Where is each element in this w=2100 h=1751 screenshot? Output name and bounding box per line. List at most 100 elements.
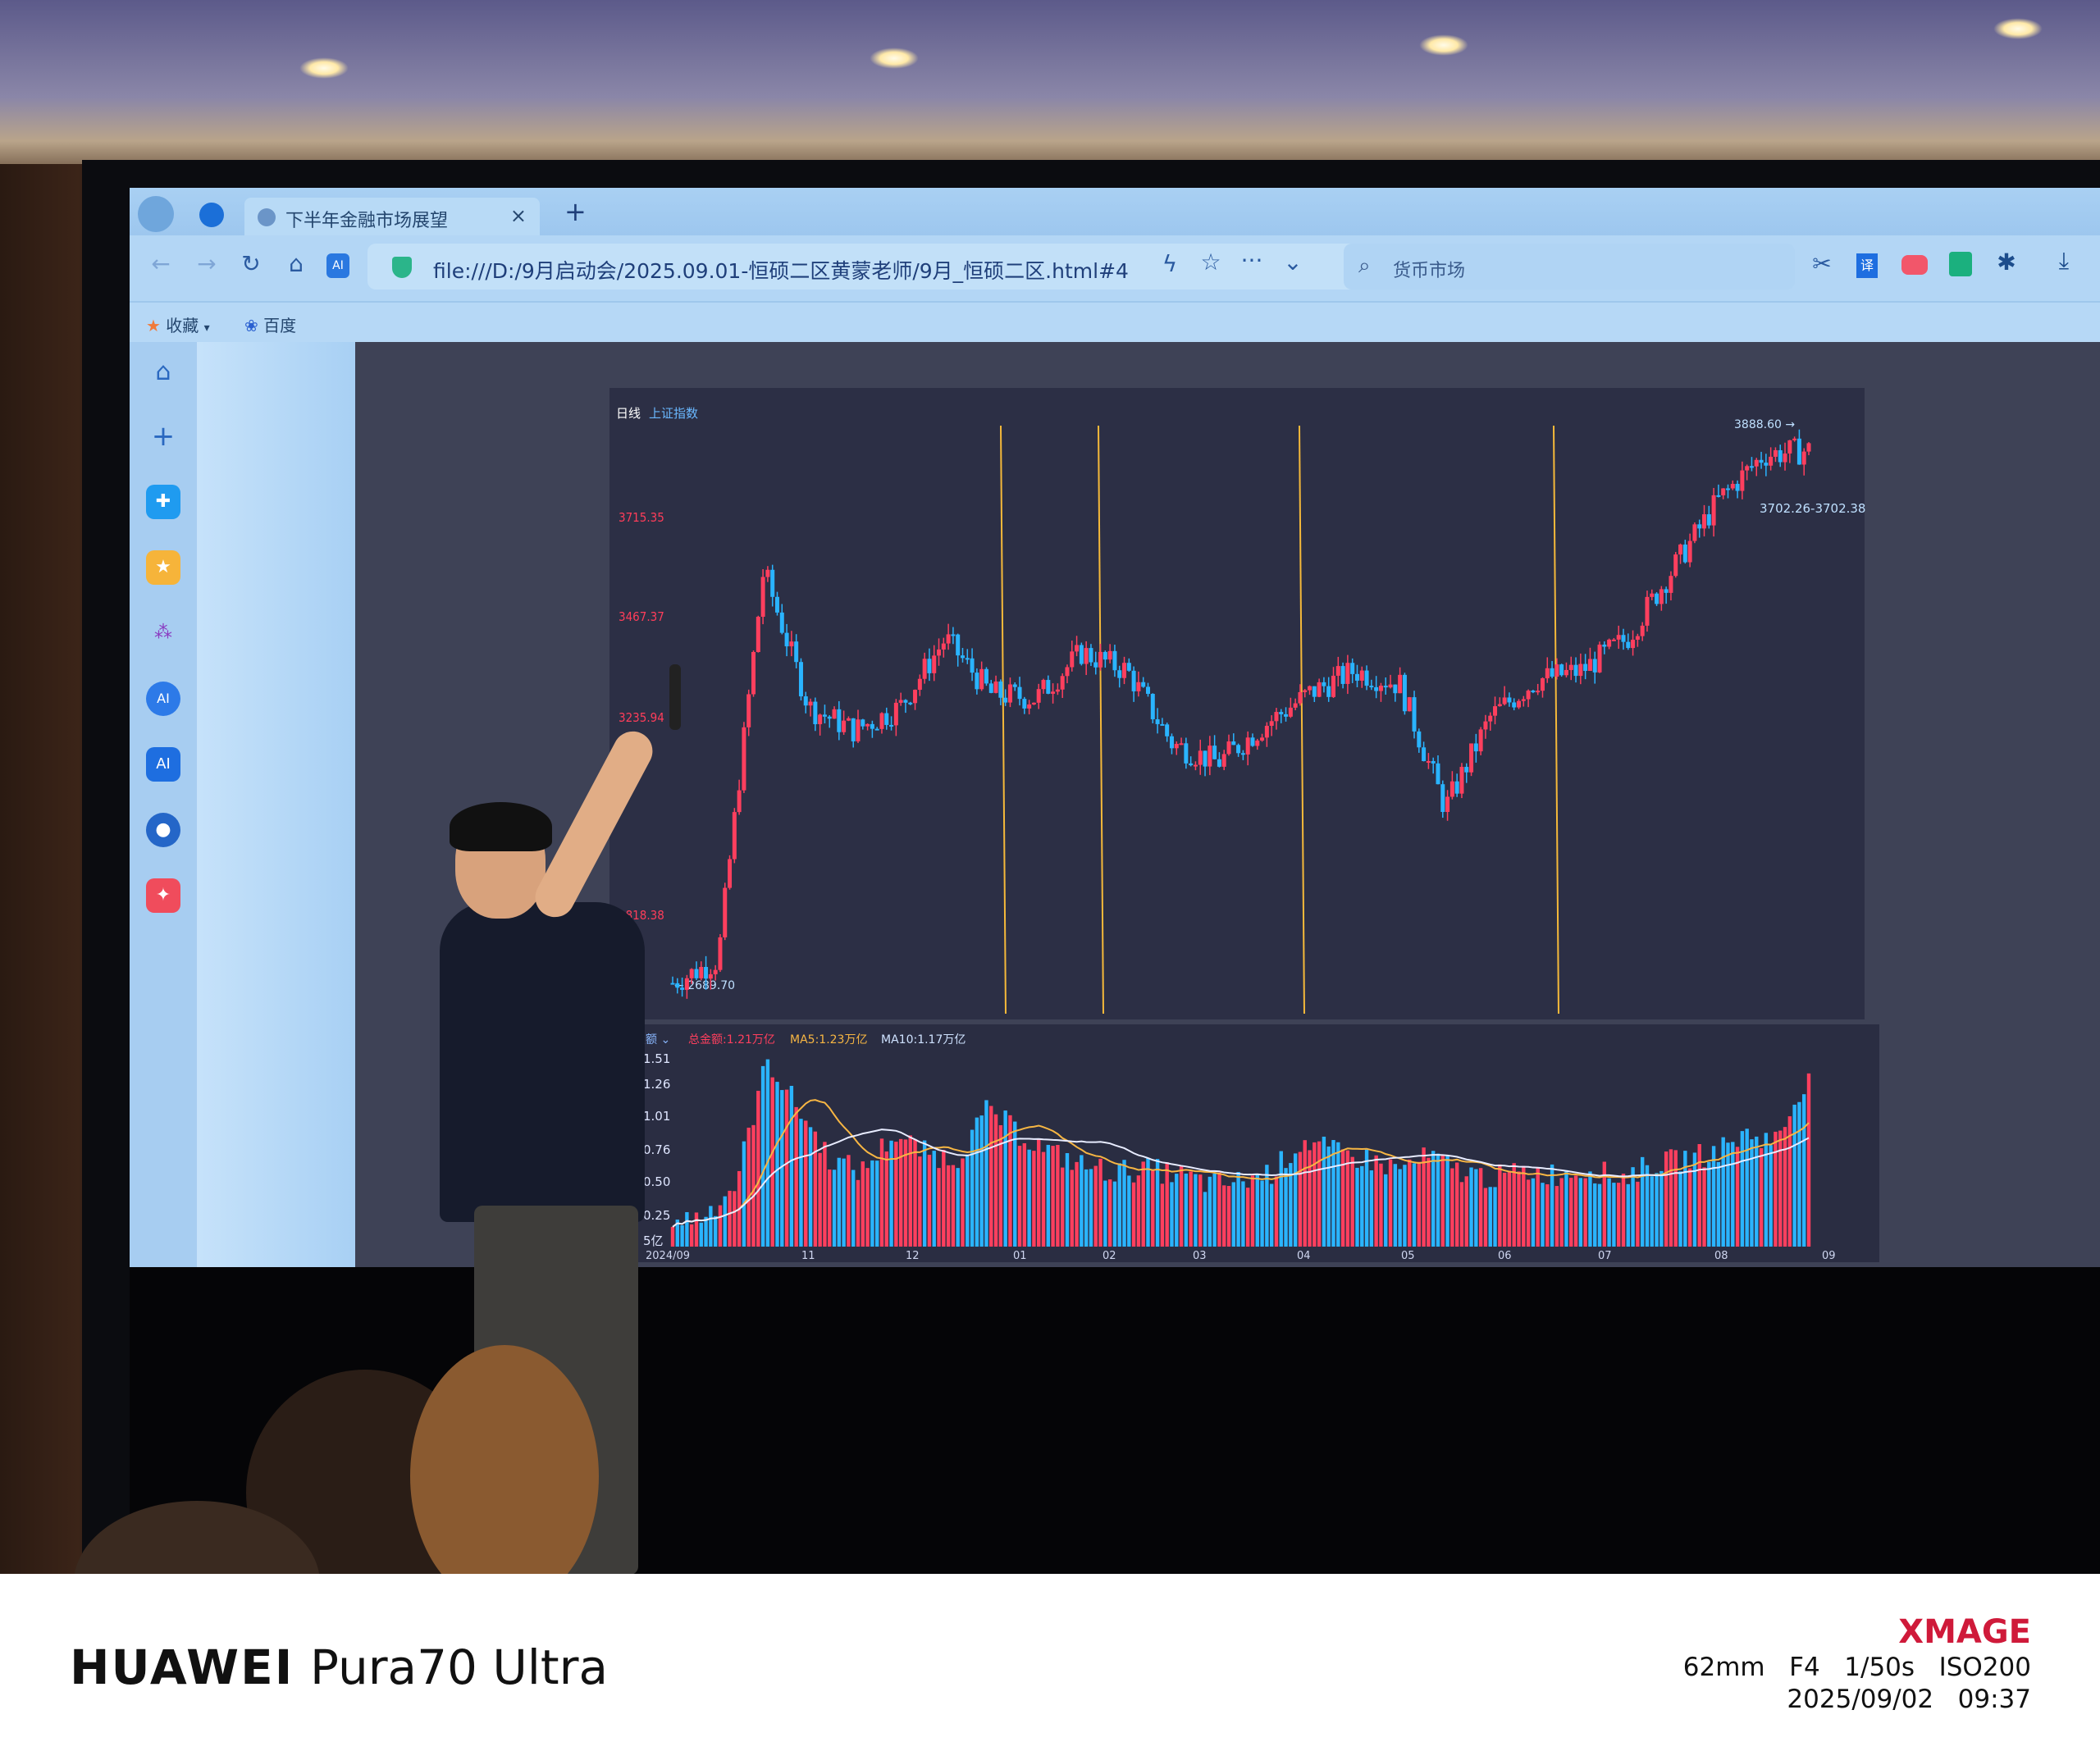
candle-body <box>874 728 879 731</box>
volume-bar <box>1136 1175 1141 1247</box>
volume-bar <box>1080 1155 1084 1247</box>
plus-icon[interactable]: + <box>151 420 176 453</box>
home-icon[interactable]: ⌂ <box>155 358 171 386</box>
volume-bar <box>1454 1162 1459 1247</box>
candle-body <box>1131 670 1136 691</box>
forward-icon[interactable]: → <box>197 250 217 277</box>
ai-icon[interactable]: AI <box>146 747 180 782</box>
volume-bar <box>1245 1188 1250 1247</box>
volume-bar <box>770 1077 774 1247</box>
star-icon[interactable]: ★ <box>146 550 180 585</box>
volume-bar <box>1664 1151 1669 1247</box>
volume-bar <box>1593 1183 1597 1247</box>
send-icon[interactable] <box>199 203 224 227</box>
volume-bar <box>1417 1161 1422 1247</box>
volume-bar <box>961 1158 965 1247</box>
volume-bar <box>1559 1178 1564 1247</box>
volume-bar <box>1526 1179 1531 1247</box>
download-icon[interactable]: ⤓ <box>2058 247 2070 274</box>
candle-body <box>984 668 988 684</box>
candle-body <box>808 701 813 706</box>
candle-body <box>879 713 884 729</box>
volume-bar <box>913 1139 917 1247</box>
url-field[interactable]: file:///D:/9月启动会/2025.09.01-恒硕二区黄蒙老师/9月_… <box>368 244 1426 290</box>
lightning-icon[interactable]: ϟ <box>1162 250 1178 277</box>
tab-close-button[interactable]: × <box>509 204 527 227</box>
extension-icon[interactable]: ✱ <box>1997 249 2016 276</box>
candle-body <box>1155 719 1160 724</box>
new-tab-button[interactable]: + <box>564 196 587 227</box>
search-field[interactable]: ⌕ 货币市场 <box>1344 244 1795 290</box>
app-icon[interactable]: ✚ <box>146 485 180 519</box>
volume-bar <box>1317 1141 1322 1247</box>
candle-body <box>1796 438 1801 465</box>
translate-icon[interactable]: 译 <box>1856 253 1878 278</box>
candle-body <box>1545 668 1550 679</box>
date-axis-label: 2024/09 <box>646 1250 691 1262</box>
volume-bar <box>1179 1165 1184 1247</box>
candle-body <box>913 690 918 704</box>
candle-body <box>1540 678 1545 691</box>
bookmark-label: 百度 <box>263 316 297 335</box>
volume-bar <box>951 1165 956 1247</box>
candle-body <box>803 696 808 706</box>
volume-bar <box>1208 1176 1212 1247</box>
chat-icon[interactable]: ● <box>146 813 180 847</box>
browser-avatar-icon[interactable] <box>138 196 174 232</box>
candle-body <box>1055 689 1060 692</box>
volume-bar <box>1265 1165 1269 1247</box>
volume-bar <box>1541 1183 1545 1247</box>
volume-bar <box>984 1100 988 1247</box>
volume-bar <box>818 1152 822 1247</box>
game-icon[interactable] <box>1901 255 1928 275</box>
volume-bar <box>1512 1163 1516 1247</box>
book-icon[interactable] <box>1949 252 1972 276</box>
bookmark-favorites[interactable]: ★ 收藏 ▾ <box>146 312 210 336</box>
candle-body <box>1126 663 1131 671</box>
scissors-icon[interactable]: ✂ <box>1812 250 1832 277</box>
candle-body <box>1070 651 1075 668</box>
volume-bar <box>1408 1159 1412 1247</box>
chevron-down-icon[interactable]: ⌄ <box>1283 249 1303 276</box>
candle-body <box>1031 702 1036 705</box>
candle-body <box>1792 438 1797 440</box>
star-icon: ★ <box>146 316 161 335</box>
volume-bar <box>1783 1127 1787 1247</box>
candle-body <box>1536 691 1541 693</box>
candle-body <box>1473 743 1478 752</box>
candle-body <box>670 983 675 985</box>
more-icon[interactable]: ··· <box>1240 247 1263 274</box>
candle-body <box>975 673 979 690</box>
star-icon[interactable]: ☆ <box>1200 249 1221 276</box>
candle-body <box>1007 684 1012 703</box>
volume-bar <box>1678 1171 1682 1247</box>
candle-body <box>1687 540 1692 563</box>
volume-bar <box>1070 1170 1074 1247</box>
home-icon[interactable]: ⌂ <box>289 250 304 277</box>
reload-icon[interactable]: ↻ <box>241 250 261 277</box>
candle-body <box>1027 704 1032 709</box>
volume-bar <box>1374 1155 1378 1247</box>
volume-bar <box>1231 1182 1236 1247</box>
chart-index-name[interactable]: 上证指数 <box>649 406 699 421</box>
ai-circle-icon[interactable]: AI <box>146 682 180 716</box>
volume-bar <box>1522 1165 1526 1247</box>
candle-body <box>1093 662 1098 668</box>
graph-icon[interactable]: ⁂ <box>154 622 172 643</box>
volume-bar <box>1764 1133 1769 1247</box>
candle-body <box>884 713 889 725</box>
bookmark-baidu[interactable]: ❀ 百度 <box>244 312 296 336</box>
candle-body <box>1740 470 1745 491</box>
candle-body <box>1483 721 1488 730</box>
tab-active[interactable]: 下半年金融市场展望 × <box>244 198 540 235</box>
game-icon[interactable]: ✦ <box>146 878 180 913</box>
ai-icon[interactable]: AI <box>326 253 349 278</box>
candle-body <box>1041 680 1046 690</box>
volume-bar <box>1388 1159 1393 1247</box>
volume-bar <box>837 1157 842 1247</box>
back-icon[interactable]: ← <box>151 250 171 277</box>
chart-period[interactable]: 日线 <box>616 406 641 421</box>
candle-body <box>865 723 870 727</box>
candle-body <box>742 727 746 791</box>
candle-body <box>1721 488 1726 495</box>
